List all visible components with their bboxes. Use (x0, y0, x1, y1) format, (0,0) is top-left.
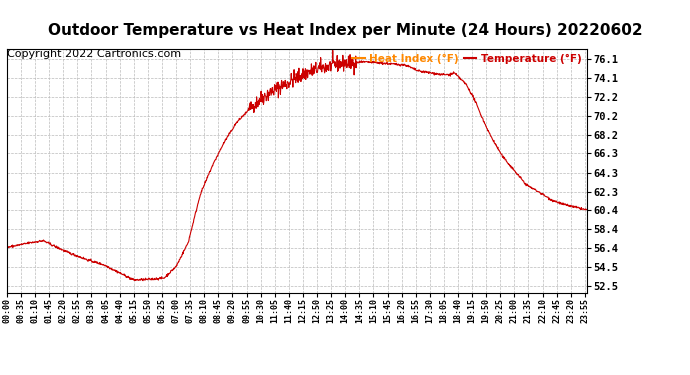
Text: Copyright 2022 Cartronics.com: Copyright 2022 Cartronics.com (7, 49, 181, 59)
Text: Outdoor Temperature vs Heat Index per Minute (24 Hours) 20220602: Outdoor Temperature vs Heat Index per Mi… (48, 22, 642, 38)
Legend: Heat Index (°F), Temperature (°F): Heat Index (°F), Temperature (°F) (353, 54, 581, 64)
